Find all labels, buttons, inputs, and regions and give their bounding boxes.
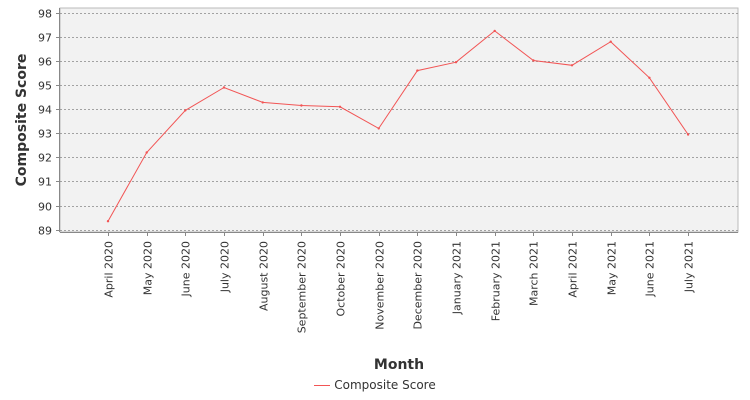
x-tick-label: July 2021 <box>683 241 696 293</box>
data-point <box>222 86 226 89</box>
x-tick-label: April 2020 <box>103 241 116 298</box>
plot-area <box>59 7 739 233</box>
x-tick-label: December 2020 <box>412 241 425 330</box>
y-tick-label: 95 <box>38 80 52 93</box>
legend-swatch <box>314 385 331 386</box>
y-tick-label: 93 <box>38 128 52 141</box>
data-point <box>261 101 264 104</box>
x-tick-label: January 2021 <box>451 241 464 315</box>
data-point <box>648 76 651 80</box>
data-point <box>454 61 458 64</box>
data-point <box>532 59 535 62</box>
x-tick-label: October 2020 <box>335 241 348 317</box>
x-tick-label: June 2021 <box>644 241 657 297</box>
x-tick-label: May 2020 <box>142 241 155 295</box>
y-tick-label: 98 <box>38 8 52 21</box>
x-tick-label: July 2020 <box>219 241 232 293</box>
x-tick-label: November 2020 <box>374 241 387 330</box>
data-point <box>493 29 496 33</box>
legend: Composite Score <box>0 378 750 392</box>
x-tick-label: February 2021 <box>490 241 503 321</box>
data-point <box>300 104 303 107</box>
data-point <box>570 64 574 67</box>
line-chart: 89 90 91 92 93 94 95 96 97 98 April 2020 May 2020 Ju… <box>14 7 739 372</box>
y-tick-label: 92 <box>38 152 52 165</box>
x-axis-title: Month <box>374 357 424 372</box>
x-tick-label: April 2021 <box>567 241 580 298</box>
y-tick-label: 91 <box>38 176 52 189</box>
y-tick-label: 90 <box>38 201 52 214</box>
y-tick-label: 96 <box>38 56 52 69</box>
data-point <box>686 133 690 136</box>
y-tick-label: 94 <box>38 104 52 117</box>
data-point <box>184 109 187 112</box>
data-point <box>338 105 342 109</box>
data-point <box>106 220 110 223</box>
legend-label: Composite Score <box>334 378 436 392</box>
x-tick-label: August 2020 <box>258 241 271 311</box>
x-tick-label: June 2020 <box>180 241 193 297</box>
data-point <box>609 40 612 43</box>
x-tick-label: March 2021 <box>528 241 541 306</box>
data-point <box>416 69 419 72</box>
data-point <box>145 151 148 154</box>
y-axis-title: Composite Score <box>14 54 30 187</box>
x-tick-label: September 2020 <box>296 241 309 333</box>
y-tick-label: 89 <box>38 225 52 238</box>
x-tick-label: May 2021 <box>606 241 619 295</box>
series-line <box>107 30 689 222</box>
y-tick-label: 97 <box>38 32 52 45</box>
data-point <box>377 127 380 130</box>
